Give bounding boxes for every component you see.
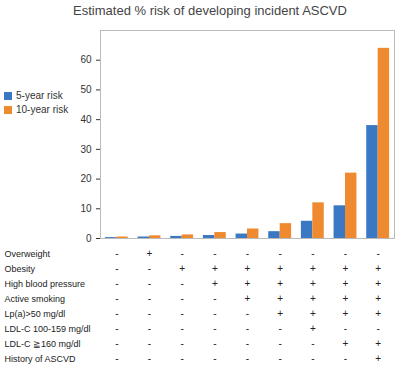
svg-text:+: + [310, 323, 316, 334]
svg-text:+: + [179, 263, 185, 274]
svg-text:-: - [246, 308, 249, 319]
svg-text:+: + [245, 278, 251, 289]
svg-text:-: - [344, 323, 347, 334]
svg-text:+: + [375, 278, 381, 289]
svg-text:-: - [278, 248, 281, 259]
svg-text:+: + [310, 263, 316, 274]
svg-text:50: 50 [80, 84, 92, 95]
svg-text:LDL-C ≧160 mg/dl: LDL-C ≧160 mg/dl [5, 339, 81, 349]
svg-text:-: - [278, 323, 281, 334]
svg-text:+: + [343, 278, 349, 289]
svg-text:-: - [213, 353, 216, 364]
svg-text:-: - [311, 338, 314, 349]
svg-text:-: - [213, 323, 216, 334]
svg-text:+: + [277, 263, 283, 274]
svg-text:LDL-C 100-159 mg/dl: LDL-C 100-159 mg/dl [5, 324, 91, 334]
svg-text:10: 10 [80, 203, 92, 214]
svg-text:60: 60 [80, 54, 92, 65]
svg-text:-: - [148, 338, 151, 349]
html-text:Estimated % risk of developing: Estimated % risk of developing incident … [73, 3, 347, 18]
svg-text:-: - [344, 248, 347, 259]
svg-text:-: - [180, 308, 183, 319]
svg-text:+: + [245, 293, 251, 304]
svg-text:-: - [311, 248, 314, 259]
svg-text:+: + [375, 293, 381, 304]
svg-text:+: + [343, 338, 349, 349]
svg-text:Lp(a)>50 mg/dl: Lp(a)>50 mg/dl [5, 309, 66, 319]
svg-text:+: + [245, 263, 251, 274]
svg-text:40: 40 [80, 114, 92, 125]
svg-text:-: - [246, 248, 249, 259]
svg-text:-: - [148, 263, 151, 274]
svg-text:-: - [180, 323, 183, 334]
svg-text:High blood pressure: High blood pressure [5, 279, 86, 289]
svg-text:History of ASCVD: History of ASCVD [5, 354, 77, 364]
svg-text:-: - [148, 308, 151, 319]
svg-text:-: - [148, 278, 151, 289]
svg-text:-: - [376, 323, 379, 334]
svg-text:+: + [375, 338, 381, 349]
svg-text:-: - [180, 248, 183, 259]
svg-text:Active smoking: Active smoking [5, 294, 66, 304]
svg-text:-: - [115, 308, 118, 319]
svg-text:Overweight: Overweight [5, 249, 51, 259]
svg-text:20: 20 [80, 173, 92, 184]
svg-text:-: - [115, 323, 118, 334]
svg-text:+: + [310, 278, 316, 289]
svg-text:-: - [115, 278, 118, 289]
svg-text:-: - [278, 338, 281, 349]
svg-text:-: - [246, 353, 249, 364]
svg-text:+: + [343, 263, 349, 274]
svg-text:+: + [277, 293, 283, 304]
svg-text:-: - [148, 323, 151, 334]
svg-text:+: + [375, 353, 381, 364]
svg-text:30: 30 [80, 144, 92, 155]
svg-text:-: - [180, 278, 183, 289]
svg-text:-: - [213, 338, 216, 349]
svg-text:+: + [375, 308, 381, 319]
svg-text:0: 0 [86, 233, 92, 242]
svg-text:+: + [310, 293, 316, 304]
svg-text:-: - [344, 353, 347, 364]
html-text:5-year risk: 5-year risk [16, 90, 63, 101]
svg-text:Obesity: Obesity [5, 264, 36, 274]
svg-text:-: - [213, 308, 216, 319]
svg-text:+: + [277, 278, 283, 289]
svg-text:+: + [212, 263, 218, 274]
svg-text:-: - [180, 338, 183, 349]
svg-text:+: + [310, 308, 316, 319]
svg-text:-: - [311, 353, 314, 364]
svg-text:-: - [115, 293, 118, 304]
svg-text:-: - [278, 353, 281, 364]
svg-text:-: - [115, 263, 118, 274]
svg-text:-: - [148, 353, 151, 364]
svg-text:-: - [213, 293, 216, 304]
svg-text:-: - [148, 293, 151, 304]
svg-text:+: + [375, 263, 381, 274]
svg-text:-: - [246, 323, 249, 334]
svg-text:-: - [246, 338, 249, 349]
svg-text:-: - [213, 248, 216, 259]
svg-text:-: - [180, 293, 183, 304]
svg-text:-: - [180, 353, 183, 364]
svg-text:+: + [212, 278, 218, 289]
svg-text:+: + [277, 308, 283, 319]
svg-text:+: + [343, 308, 349, 319]
html-text:10-year risk: 10-year risk [16, 104, 69, 115]
svg-text:-: - [115, 248, 118, 259]
svg-text:-: - [115, 338, 118, 349]
svg-text:+: + [147, 248, 153, 259]
svg-text:-: - [376, 248, 379, 259]
svg-text:+: + [343, 293, 349, 304]
svg-text:-: - [115, 353, 118, 364]
